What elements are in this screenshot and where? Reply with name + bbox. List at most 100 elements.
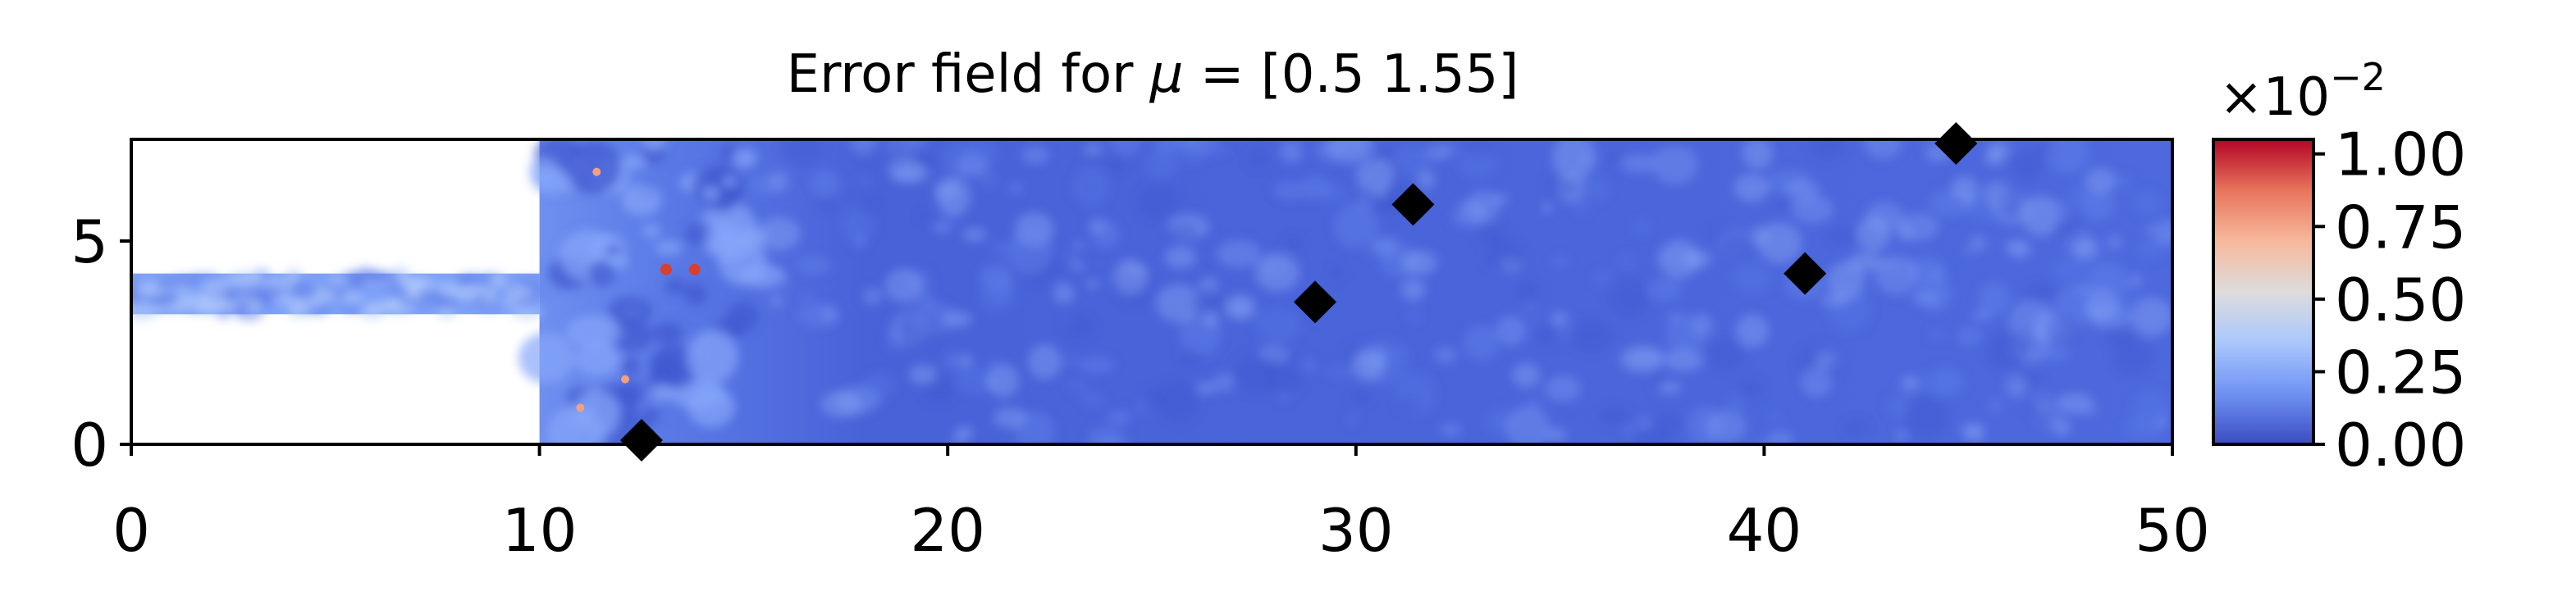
texture-spot bbox=[1424, 145, 1450, 161]
texture-spot bbox=[1897, 224, 1915, 242]
texture-spot bbox=[1285, 235, 1302, 253]
texture-spot bbox=[1951, 175, 1978, 200]
texture-spot bbox=[565, 315, 621, 349]
texture-spot bbox=[817, 198, 837, 211]
texture-spot bbox=[2008, 242, 2031, 259]
texture-spot bbox=[2035, 418, 2045, 429]
texture-spot bbox=[1720, 235, 1755, 255]
x-tick-label: 10 bbox=[502, 496, 578, 565]
texture-spot bbox=[987, 363, 1020, 398]
texture-spot bbox=[979, 279, 1016, 312]
field-texture bbox=[131, 139, 2172, 444]
texture-spot bbox=[1987, 398, 2003, 413]
inlet-texture-spot bbox=[348, 275, 366, 292]
inlet-texture-spot bbox=[249, 270, 264, 280]
texture-spot bbox=[1530, 315, 1541, 323]
texture-spot bbox=[574, 343, 621, 377]
texture-spot bbox=[1664, 348, 1703, 372]
texture-spot bbox=[1633, 220, 1651, 235]
texture-spot bbox=[1619, 346, 1663, 373]
texture-spot bbox=[1232, 353, 1279, 394]
texture-spot bbox=[1418, 170, 1436, 189]
texture-spot bbox=[1621, 153, 1656, 173]
texture-spot bbox=[1587, 177, 1610, 202]
texture-spot bbox=[1380, 147, 1399, 163]
texture-spot bbox=[614, 254, 628, 270]
inlet-texture-spot bbox=[514, 277, 543, 289]
texture-spot bbox=[897, 310, 937, 351]
error-field-heatmap bbox=[131, 139, 2172, 444]
texture-spot bbox=[1624, 425, 1634, 435]
texture-spot bbox=[1463, 325, 1500, 361]
texture-spot bbox=[1254, 307, 1301, 342]
texture-spot bbox=[2058, 424, 2071, 436]
texture-spot bbox=[1633, 428, 1674, 444]
texture-spot bbox=[702, 186, 720, 202]
texture-spot bbox=[1808, 139, 1846, 160]
inlet-texture-spot bbox=[436, 308, 457, 318]
texture-spot bbox=[1592, 271, 1613, 284]
texture-spot bbox=[1652, 143, 1698, 185]
texture-spot bbox=[1401, 250, 1438, 275]
texture-spot bbox=[2132, 191, 2162, 215]
texture-spot bbox=[1232, 299, 1250, 317]
texture-spot bbox=[1327, 139, 1373, 164]
sensor-marker-5 bbox=[1934, 121, 1978, 165]
texture-spot bbox=[1008, 183, 1023, 193]
texture-spot bbox=[1655, 412, 1683, 434]
texture-spot bbox=[2080, 403, 2099, 417]
texture-spot bbox=[2011, 149, 2044, 182]
texture-spot bbox=[2135, 239, 2162, 260]
texture-spot bbox=[986, 358, 998, 369]
colorbar-tick-label: 1.00 bbox=[2335, 121, 2466, 189]
hot-spot bbox=[621, 375, 630, 384]
sensor-marker-3 bbox=[1391, 183, 1435, 226]
texture-spot bbox=[1106, 409, 1130, 428]
texture-spot bbox=[734, 228, 767, 248]
texture-spot bbox=[1848, 252, 1884, 272]
texture-spot bbox=[1665, 314, 1706, 353]
texture-spot bbox=[1067, 253, 1079, 265]
texture-spot bbox=[1514, 281, 1539, 302]
texture-spot bbox=[951, 433, 967, 444]
texture-spot bbox=[1027, 343, 1062, 380]
texture-spot bbox=[756, 216, 801, 251]
texture-spot bbox=[1313, 144, 1332, 154]
x-tick-label: 0 bbox=[112, 496, 150, 565]
texture-spot bbox=[655, 240, 683, 255]
texture-spot bbox=[532, 168, 576, 194]
texture-spot bbox=[572, 390, 621, 439]
texture-spot bbox=[687, 385, 735, 428]
texture-spot bbox=[1637, 418, 1651, 427]
texture-spot bbox=[1870, 218, 1882, 225]
inlet-texture-spot bbox=[446, 286, 480, 300]
colorbar: 0.000.250.500.751.00 ×10−2 bbox=[2212, 55, 2466, 480]
y-tick-label: 5 bbox=[71, 207, 108, 276]
texture-spot bbox=[1135, 401, 1149, 415]
texture-spot bbox=[779, 139, 822, 166]
texture-spot bbox=[2143, 226, 2155, 234]
title-suffix: = [0.5 1.55] bbox=[1183, 44, 1519, 105]
texture-spot bbox=[1112, 258, 1149, 295]
texture-spot bbox=[1930, 370, 1962, 394]
inlet-texture-spot bbox=[510, 307, 544, 319]
texture-spot bbox=[2106, 235, 2123, 249]
texture-spot bbox=[1505, 406, 1551, 444]
texture-spot bbox=[1008, 226, 1053, 275]
texture-spot bbox=[1408, 308, 1421, 323]
texture-spot bbox=[664, 278, 687, 294]
texture-spot bbox=[1087, 217, 1107, 234]
x-tick-label: 50 bbox=[2135, 496, 2210, 565]
texture-spot bbox=[1560, 404, 1570, 413]
inlet-texture-spot bbox=[409, 298, 428, 307]
texture-spot bbox=[1196, 382, 1217, 394]
texture-spot bbox=[1081, 390, 1105, 408]
texture-spot bbox=[1345, 416, 1359, 424]
texture-spot bbox=[1541, 203, 1553, 213]
colorbar-gradient bbox=[2213, 139, 2313, 444]
inlet-texture-spot bbox=[506, 285, 532, 301]
texture-spot bbox=[1278, 393, 1290, 401]
texture-spot bbox=[770, 295, 783, 307]
texture-spot bbox=[1728, 394, 1746, 412]
